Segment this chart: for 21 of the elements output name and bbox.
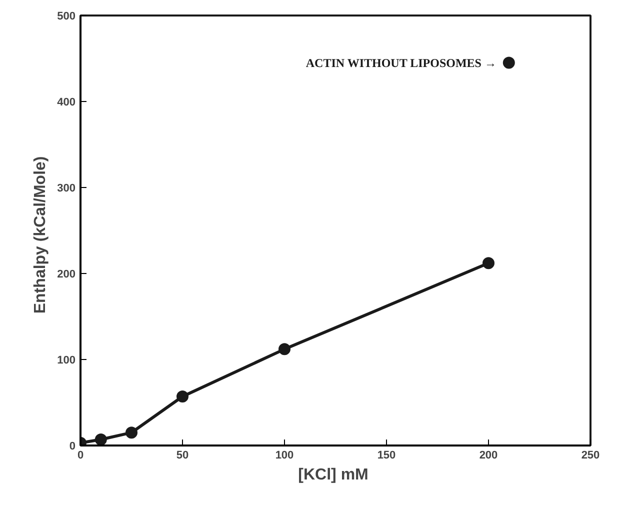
x-tick-label: 150 [377,450,396,462]
x-tick-label: 0 [77,450,84,462]
y-tick-label: 300 [57,182,76,194]
y-tick-label: 100 [57,354,76,366]
x-axis-title: [KCl] mM [298,466,368,484]
point [176,390,188,402]
point [482,257,494,270]
point [502,56,515,69]
y-tick-label: 0 [69,440,76,452]
y-axis-title: Enthalpy (kCal/Mole) [32,156,50,314]
x-tick-label: 50 [176,450,189,462]
x-tick-label: 100 [275,450,294,462]
y-tick-label: 400 [57,96,76,108]
point [126,426,138,439]
x-tick-label: 250 [581,450,600,462]
point [278,343,290,356]
point [94,433,107,446]
x-tick-label: 200 [479,450,498,462]
annotation: ACTIN WITHOUT LIPOSOMES → [306,56,496,70]
y-tick-label: 500 [57,10,76,22]
y-tick-label: 200 [57,268,76,280]
